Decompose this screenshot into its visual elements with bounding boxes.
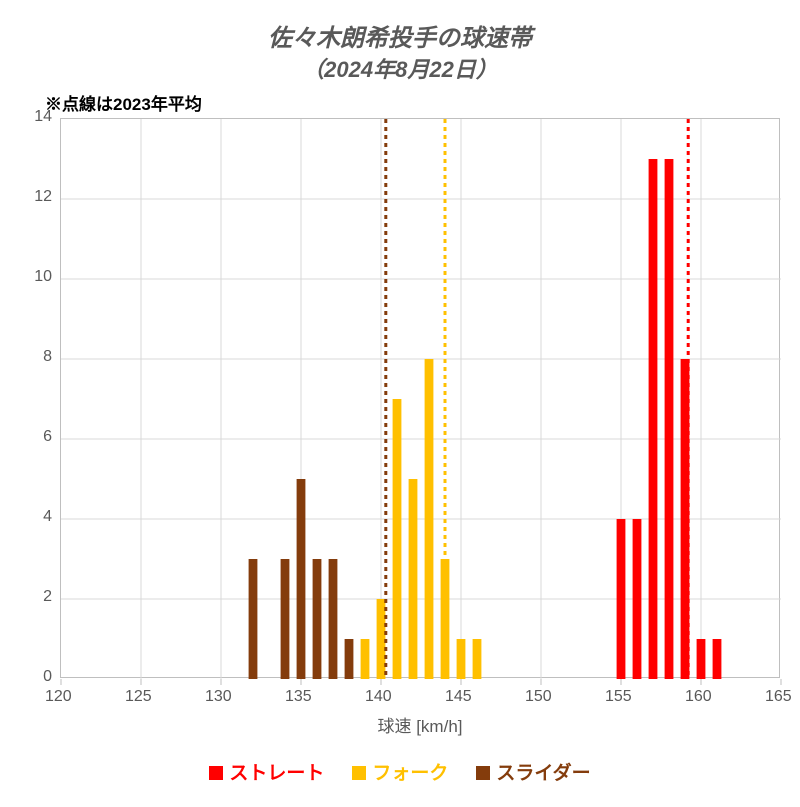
legend-swatch [209,766,223,780]
legend-label: フォーク [372,763,448,784]
bar-スライダー [297,479,306,679]
x-tick-label: 145 [445,688,472,706]
legend-item-フォーク: フォーク [352,758,448,785]
bar-フォーク [473,639,482,679]
x-tick-label: 125 [125,688,152,706]
legend-swatch [352,766,366,780]
y-tick-label: 10 [34,268,52,286]
bar-スライダー [345,639,354,679]
bar-ストレート [697,639,706,679]
y-tick-label: 2 [43,588,52,606]
bar-フォーク [409,479,418,679]
legend-item-ストレート: ストレート [209,758,324,785]
chart-title-line2: （2024年8月22日） [0,52,800,84]
legend-label: ストレート [229,763,324,784]
y-tick-label: 12 [34,188,52,206]
bar-フォーク [377,599,386,679]
y-tick-label: 14 [34,108,52,126]
y-tick-label: 6 [43,428,52,446]
x-tick-label: 135 [285,688,312,706]
x-tick-label: 160 [685,688,712,706]
bar-スライダー [281,559,290,679]
bar-フォーク [457,639,466,679]
plot-svg [61,119,781,679]
x-tick-label: 140 [365,688,392,706]
bar-スライダー [313,559,322,679]
x-tick-label: 150 [525,688,552,706]
legend-item-スライダー: スライダー [476,758,590,785]
bar-フォーク [393,399,402,679]
plot-area [60,118,780,678]
chart-container: 佐々木朗希投手の球速帯 （2024年8月22日） ※点線は2023年平均 球速 … [0,0,800,807]
bar-ストレート [649,159,658,679]
chart-note: ※点線は2023年平均 [45,90,202,115]
y-tick-label: 8 [43,348,52,366]
legend: ストレート フォーク スライダー [0,758,800,785]
bar-ストレート [713,639,722,679]
bar-スライダー [329,559,338,679]
x-axis-label: 球速 [km/h] [60,712,780,737]
bar-フォーク [425,359,434,679]
legend-label: スライダー [496,763,590,784]
x-tick-label: 130 [205,688,232,706]
bar-ストレート [665,159,674,679]
bar-ストレート [633,519,642,679]
bar-フォーク [361,639,370,679]
x-tick-label: 165 [765,688,792,706]
y-tick-label: 4 [43,508,52,526]
x-tick-label: 120 [45,688,72,706]
bar-スライダー [249,559,258,679]
x-tick-label: 155 [605,688,632,706]
y-tick-label: 0 [43,668,52,686]
bar-ストレート [617,519,626,679]
legend-swatch [476,766,490,780]
chart-title-line1: 佐々木朗希投手の球速帯 [0,18,800,53]
